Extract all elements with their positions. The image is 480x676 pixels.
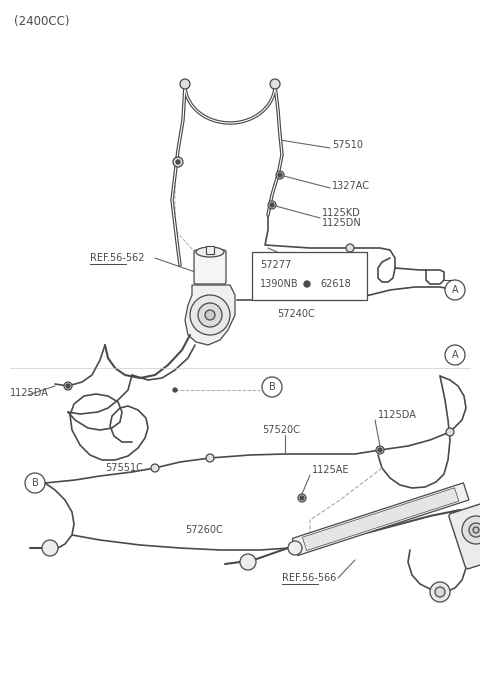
- Text: REF.56-566: REF.56-566: [282, 573, 336, 583]
- Circle shape: [198, 303, 222, 327]
- Circle shape: [270, 203, 274, 207]
- Circle shape: [270, 79, 280, 89]
- Circle shape: [173, 388, 177, 392]
- Text: B: B: [32, 478, 38, 488]
- Circle shape: [176, 160, 180, 164]
- Text: 57240C: 57240C: [277, 309, 315, 319]
- Text: 1125DN: 1125DN: [322, 218, 362, 228]
- Text: (2400CC): (2400CC): [14, 16, 70, 28]
- Circle shape: [25, 473, 45, 493]
- Text: 1125DA: 1125DA: [10, 388, 49, 398]
- Circle shape: [173, 157, 183, 167]
- Circle shape: [276, 171, 284, 179]
- Circle shape: [376, 446, 384, 454]
- Text: 1125AE: 1125AE: [312, 465, 349, 475]
- Text: 1327AC: 1327AC: [332, 181, 370, 191]
- Circle shape: [278, 173, 282, 177]
- Bar: [302, 488, 459, 550]
- Circle shape: [205, 310, 215, 320]
- Circle shape: [473, 527, 479, 533]
- Circle shape: [268, 201, 276, 209]
- Bar: [252, 252, 367, 300]
- Bar: [206, 246, 214, 254]
- Polygon shape: [185, 285, 235, 345]
- Circle shape: [446, 428, 454, 436]
- Text: 57510: 57510: [332, 140, 363, 150]
- Text: 57260C: 57260C: [185, 525, 223, 535]
- Text: A: A: [452, 350, 458, 360]
- Circle shape: [66, 384, 70, 388]
- Circle shape: [346, 244, 354, 252]
- Text: 57520C: 57520C: [262, 425, 300, 435]
- Circle shape: [300, 496, 304, 500]
- Circle shape: [462, 516, 480, 544]
- Circle shape: [304, 281, 310, 287]
- Circle shape: [151, 464, 159, 472]
- Circle shape: [430, 582, 450, 602]
- Circle shape: [180, 79, 190, 89]
- Circle shape: [42, 540, 58, 556]
- Bar: [292, 483, 469, 556]
- Text: A: A: [452, 285, 458, 295]
- Text: 62618: 62618: [320, 279, 351, 289]
- FancyBboxPatch shape: [194, 250, 226, 284]
- Text: 1390NB: 1390NB: [260, 279, 299, 289]
- Circle shape: [262, 377, 282, 397]
- FancyBboxPatch shape: [449, 502, 480, 569]
- Circle shape: [445, 345, 465, 365]
- Circle shape: [445, 280, 465, 300]
- Circle shape: [378, 448, 382, 452]
- Text: 57277: 57277: [260, 260, 291, 270]
- Circle shape: [288, 541, 302, 555]
- Ellipse shape: [196, 247, 224, 257]
- Circle shape: [469, 523, 480, 537]
- Text: 1125KD: 1125KD: [322, 208, 361, 218]
- Circle shape: [64, 382, 72, 390]
- Text: B: B: [269, 382, 276, 392]
- Circle shape: [240, 554, 256, 570]
- Text: 1125DA: 1125DA: [378, 410, 417, 420]
- Circle shape: [206, 454, 214, 462]
- Circle shape: [190, 295, 230, 335]
- Circle shape: [435, 587, 445, 597]
- Text: 57551C: 57551C: [105, 463, 143, 473]
- Text: REF.56-562: REF.56-562: [90, 253, 144, 263]
- Circle shape: [298, 494, 306, 502]
